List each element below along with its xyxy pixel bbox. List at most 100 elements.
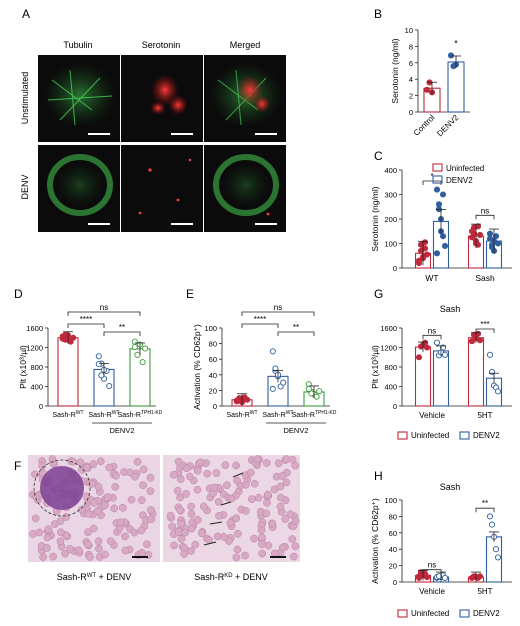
rbc-cell <box>193 516 202 524</box>
y-axis-label: Plt (x10³/µl) <box>18 345 28 389</box>
significance-label: * <box>454 38 458 48</box>
rbc-cell <box>196 458 205 467</box>
chart-title: Sash <box>440 304 461 314</box>
row-label-denv: DENV <box>20 174 30 199</box>
rbc-cell <box>29 530 37 538</box>
data-point <box>433 250 441 257</box>
rbc-cell <box>277 493 285 502</box>
data-point <box>447 52 455 59</box>
x-tick-label: Sash <box>475 273 495 283</box>
chart-g: Sash 0 400 800 1200 1600 Plt (x10³/µl) Vehicle 5… <box>370 304 512 440</box>
rbc-cell <box>214 497 223 506</box>
y-tick-label: 100 <box>384 496 397 505</box>
rbc-cell <box>66 545 74 553</box>
significance-3-bracket <box>67 311 141 316</box>
rbc-cell <box>180 550 188 558</box>
legend-swatch-denv2 <box>432 175 443 184</box>
data-point <box>433 339 441 346</box>
data-point <box>417 571 425 578</box>
y-tick-label: 0 <box>393 578 397 587</box>
data-point <box>423 86 431 93</box>
rbc-cell <box>56 517 65 526</box>
chart-title: Sash <box>440 482 461 492</box>
legend-label-denv2: DENV2 <box>473 609 500 618</box>
rbc-cell <box>262 459 271 467</box>
panel-letter-h: H <box>374 469 383 483</box>
rbc-cell <box>146 473 155 482</box>
data-point <box>415 354 423 361</box>
data-point <box>439 233 447 240</box>
data-point <box>415 260 423 267</box>
rbc-cell <box>193 466 202 475</box>
rbc-cell <box>111 482 120 491</box>
histology-kd <box>163 455 300 562</box>
rbc-cell <box>197 529 206 538</box>
rbc-cell <box>84 528 92 536</box>
legend-swatch-uninfected <box>397 609 408 618</box>
y-tick-label: 20 <box>209 386 217 395</box>
micrograph-tubulin-unstimulated <box>38 55 120 142</box>
data-point <box>435 201 443 208</box>
data-point <box>488 244 496 251</box>
rbc-cell <box>94 482 103 491</box>
bar-uninfected <box>467 337 485 407</box>
rbc-cell <box>82 463 91 472</box>
rbc-cell <box>39 553 47 561</box>
rbc-cell <box>271 549 279 558</box>
rbc-cell <box>43 544 51 552</box>
data-point <box>476 231 484 238</box>
legend-swatch-denv2 <box>459 609 470 618</box>
panel-letter-g: G <box>374 287 383 301</box>
x-tick-label: 5HT <box>477 587 492 596</box>
significance-1-bracket <box>67 323 105 328</box>
legend-label-denv2: DENV2 <box>473 431 500 440</box>
rbc-cell <box>181 528 190 537</box>
bar-group-3 <box>129 348 151 407</box>
significance-3-bracket <box>241 311 315 316</box>
rbc-cell <box>147 515 156 524</box>
significance-2-label: ** <box>482 499 488 508</box>
rbc-cell <box>177 535 186 543</box>
significance-1-label: ns <box>428 561 436 570</box>
bar-denv2 <box>432 350 450 407</box>
rbc-cell <box>248 495 256 504</box>
rbc-cell <box>182 490 190 498</box>
rbc-cell <box>38 461 47 470</box>
y-tick-label: 2 <box>409 92 413 101</box>
y-tick-label: 20 <box>389 562 397 571</box>
rbc-cell <box>143 540 151 549</box>
legend-label-uninfected: Uninfected <box>446 164 484 173</box>
data-point <box>95 361 102 368</box>
x-tick-label: Sash-RTPH1-KD <box>118 410 163 419</box>
rbc-cell <box>205 536 214 544</box>
data-point <box>441 351 449 358</box>
x-tick-label: Sash-RWT <box>88 410 119 419</box>
significance-label: ns <box>481 206 489 215</box>
rbc-cell <box>193 485 202 494</box>
x-tick-label: 5HT <box>477 411 492 420</box>
rbc-cell <box>215 512 223 520</box>
rbc-cell <box>105 463 114 472</box>
x-tick-label: DENV2 <box>435 113 461 139</box>
rbc-cell <box>90 499 99 507</box>
rbc-cell <box>74 546 83 555</box>
rbc-cell <box>101 550 109 559</box>
rbc-cell <box>138 549 146 557</box>
rbc-cell <box>177 519 185 528</box>
rbc-cell <box>56 537 65 546</box>
micrograph-merged-unstimulated <box>204 55 286 142</box>
rbc-cell <box>112 471 120 480</box>
rbc-cell <box>126 468 134 477</box>
micrograph-tubulin-denv <box>38 145 120 232</box>
data-point <box>269 385 276 392</box>
significance-2-label: ** <box>119 323 125 332</box>
rbc-cell <box>291 461 300 470</box>
rbc-cell <box>274 459 283 468</box>
rbc-cell <box>257 526 266 534</box>
rbc-cell <box>241 507 250 515</box>
group-label: DENV2 <box>109 426 134 435</box>
row-label-unstimulated: Unstimulated <box>20 72 30 125</box>
